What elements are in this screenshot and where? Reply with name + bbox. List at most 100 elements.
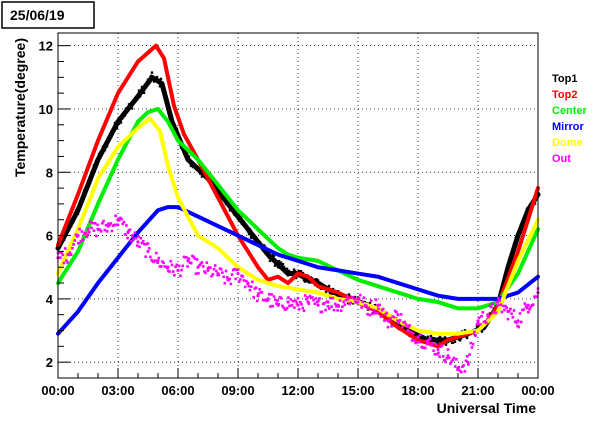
data-point-out — [61, 253, 65, 257]
data-point-out — [390, 324, 393, 328]
data-point-out — [276, 303, 280, 307]
data-point-top1 — [77, 206, 81, 210]
data-point-out — [338, 299, 342, 302]
data-point-out — [120, 217, 123, 221]
data-point-top1 — [253, 238, 257, 241]
data-point-top1 — [163, 90, 167, 94]
data-point-out — [386, 325, 390, 329]
data-point-out — [451, 358, 455, 362]
data-point-top1 — [509, 261, 513, 264]
data-point-top1 — [64, 229, 68, 233]
data-point-out — [452, 356, 456, 360]
data-point-top1 — [83, 187, 87, 191]
data-point-top1 — [105, 145, 109, 148]
data-point-out — [295, 302, 299, 305]
data-point-top1 — [134, 96, 138, 99]
data-point-out — [443, 359, 446, 362]
data-point-out — [226, 278, 230, 282]
x-tick-label: 03:00 — [101, 383, 134, 398]
data-point-top1 — [328, 292, 332, 295]
data-point-out — [501, 304, 505, 308]
data-point-out — [140, 241, 144, 245]
data-point-out — [267, 292, 271, 296]
legend-entry-dome: Dome — [552, 137, 583, 149]
data-point-top1 — [177, 133, 181, 137]
data-point-top1 — [526, 206, 530, 209]
data-point-top1 — [238, 219, 242, 223]
data-point-out — [456, 366, 460, 371]
data-point-top1 — [239, 216, 243, 219]
data-point-out — [252, 295, 255, 299]
data-point-out — [446, 348, 450, 351]
data-point-out — [403, 320, 407, 324]
data-point-top1 — [255, 238, 259, 241]
data-point-top1 — [252, 235, 256, 239]
data-point-out — [69, 253, 73, 256]
data-point-out — [86, 227, 90, 231]
data-point-out — [290, 304, 294, 307]
data-point-out — [229, 282, 233, 286]
data-point-out — [465, 355, 469, 358]
data-point-out — [217, 273, 221, 277]
data-point-out — [376, 303, 380, 307]
data-point-out — [180, 268, 183, 272]
data-point-out — [345, 295, 349, 298]
data-point-out — [374, 298, 378, 302]
data-point-top1 — [191, 165, 195, 169]
data-point-top1 — [75, 207, 79, 211]
data-point-top1 — [223, 200, 227, 203]
data-point-out — [196, 265, 200, 269]
data-point-out — [143, 242, 146, 246]
data-point-top1 — [516, 237, 520, 240]
x-tick-label: 12:00 — [281, 383, 314, 398]
data-point-top1 — [71, 221, 75, 224]
x-tick-label: 15:00 — [341, 383, 374, 398]
data-point-top1 — [438, 335, 442, 339]
data-point-top1 — [148, 80, 152, 84]
data-point-out — [286, 300, 290, 304]
data-point-out — [281, 304, 284, 308]
data-point-out — [266, 297, 270, 301]
data-point-out — [135, 244, 139, 247]
series-center — [56, 106, 540, 311]
data-point-out — [125, 224, 128, 227]
data-point-out — [186, 259, 190, 263]
data-point-out — [312, 298, 315, 302]
data-point-out — [444, 360, 447, 364]
data-point-out — [144, 255, 147, 259]
data-point-top1 — [412, 330, 416, 334]
data-point-out — [224, 269, 228, 273]
data-point-top1 — [200, 175, 204, 178]
data-point-out — [462, 364, 465, 367]
data-point-top1 — [74, 209, 78, 212]
data-point-top1 — [267, 256, 271, 259]
data-point-out — [317, 299, 320, 303]
data-point-out — [379, 315, 383, 318]
data-point-top1 — [149, 74, 153, 78]
data-point-top1 — [88, 181, 92, 185]
data-point-top1 — [285, 267, 289, 271]
data-point-top1 — [214, 186, 218, 189]
data-point-out — [86, 233, 90, 237]
data-point-out — [91, 221, 95, 225]
data-point-out — [296, 296, 300, 300]
data-point-out — [441, 355, 445, 358]
line-dome — [56, 116, 540, 336]
data-point-out — [136, 240, 140, 244]
data-point-out — [518, 312, 522, 315]
data-point-top1 — [504, 275, 508, 279]
data-point-out — [126, 230, 130, 235]
data-point-top1 — [234, 212, 238, 215]
data-point-out — [293, 306, 296, 309]
data-point-top1 — [406, 327, 410, 330]
data-point-top1 — [113, 121, 117, 125]
data-point-out — [306, 300, 310, 304]
data-point-out — [122, 220, 126, 224]
data-point-out — [59, 256, 62, 259]
data-point-top1 — [121, 116, 125, 119]
data-point-out — [491, 302, 494, 306]
data-point-out — [175, 263, 179, 267]
data-point-out — [205, 261, 209, 264]
data-point-top1 — [513, 246, 517, 249]
data-point-out — [486, 313, 490, 317]
